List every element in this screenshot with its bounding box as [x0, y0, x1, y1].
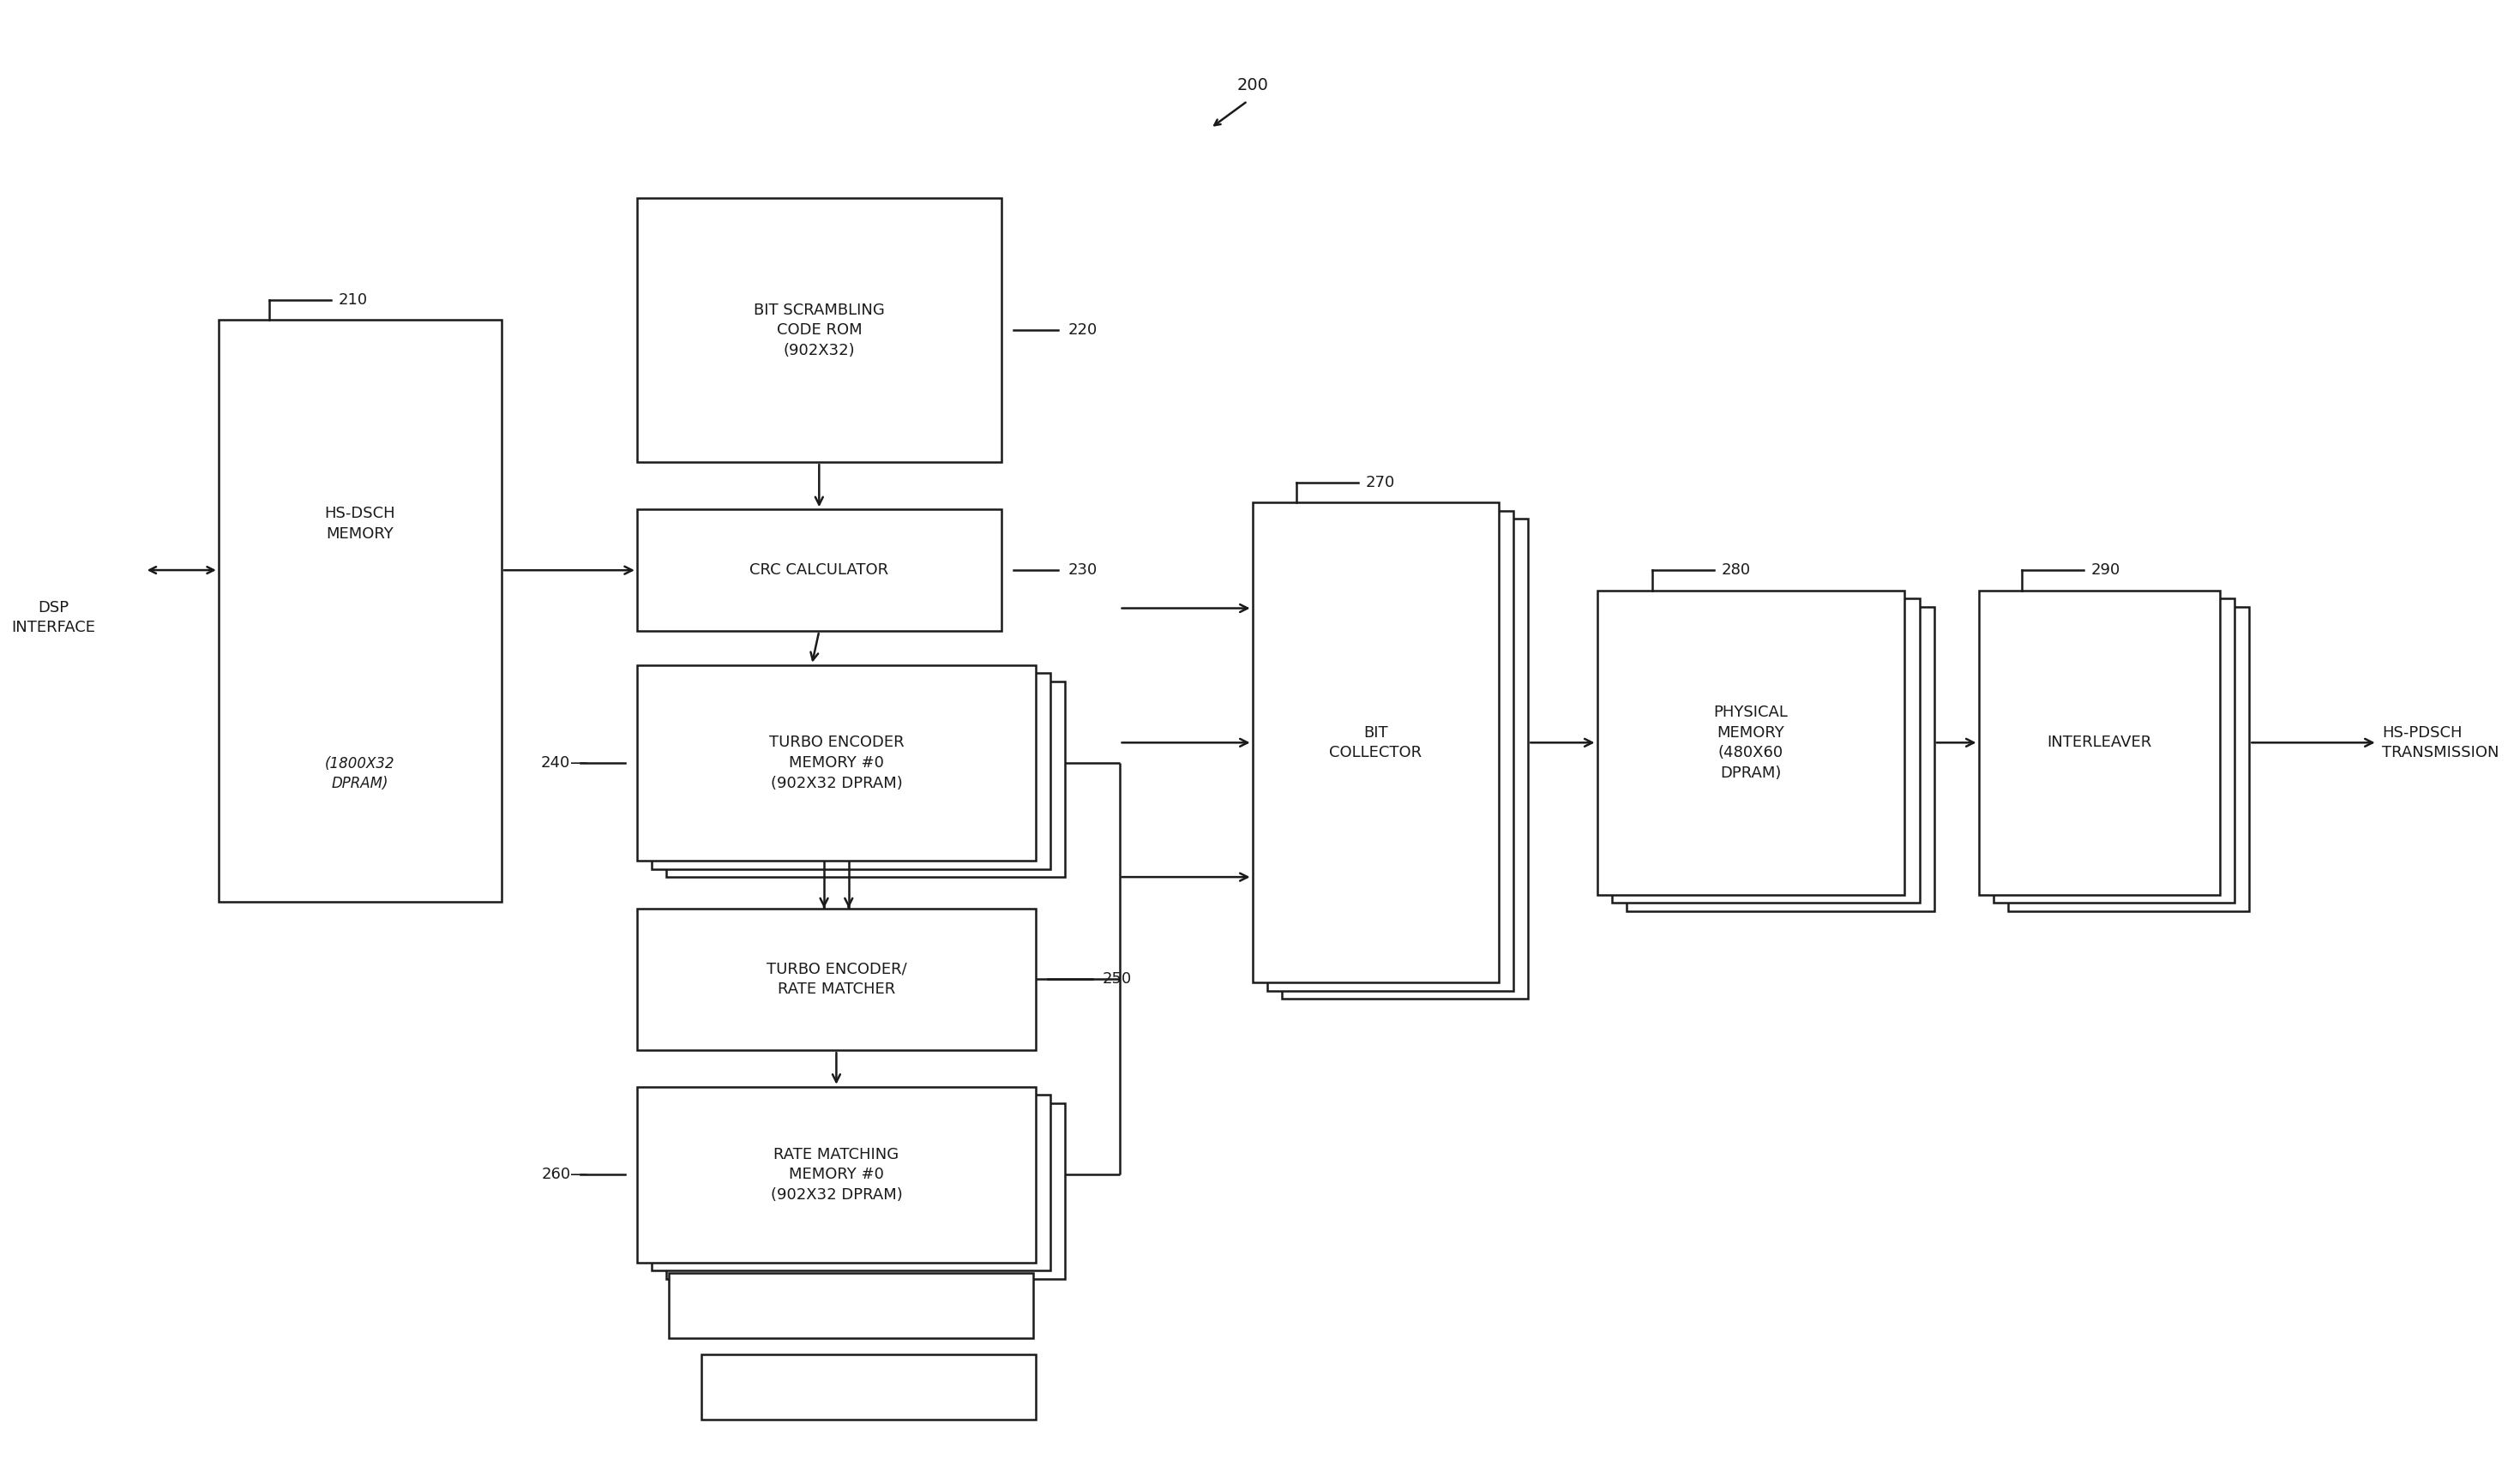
Text: 260: 260 — [542, 1168, 570, 1182]
Bar — [1283, 519, 1527, 999]
Bar — [1613, 599, 1920, 902]
Text: (1800X32
DPRAM): (1800X32 DPRAM) — [325, 756, 396, 791]
Bar — [1268, 511, 1515, 990]
Bar — [668, 1273, 1033, 1338]
Bar — [638, 1087, 1036, 1263]
Text: 250: 250 — [1101, 971, 1131, 987]
Bar — [653, 1094, 1051, 1270]
Bar — [1252, 502, 1499, 983]
Text: (Parity 2): (Parity 2) — [837, 1379, 902, 1395]
Bar — [638, 908, 1036, 1050]
Text: TURBO ENCODER/
RATE MATCHER: TURBO ENCODER/ RATE MATCHER — [766, 961, 907, 998]
Bar — [638, 665, 1036, 861]
Bar — [1993, 599, 2235, 902]
Text: HS-DSCH
MEMORY: HS-DSCH MEMORY — [325, 505, 396, 542]
Text: 240: 240 — [542, 754, 570, 771]
Text: 210: 210 — [338, 292, 368, 308]
Text: BIT SCRAMBLING
CODE ROM
(902X32): BIT SCRAMBLING CODE ROM (902X32) — [753, 302, 885, 359]
Bar — [638, 198, 1000, 461]
Text: INTERLEAVER: INTERLEAVER — [2046, 735, 2152, 750]
Text: 200: 200 — [1237, 76, 1268, 94]
Text: PHYSICAL
MEMORY
(480X60
DPRAM): PHYSICAL MEMORY (480X60 DPRAM) — [1714, 705, 1789, 781]
Bar — [701, 1355, 1036, 1420]
Text: RATE MATCHING
MEMORY #0
(902X32 DPRAM): RATE MATCHING MEMORY #0 (902X32 DPRAM) — [771, 1147, 902, 1203]
Bar — [1598, 590, 1905, 895]
Text: 270: 270 — [1366, 475, 1396, 491]
Text: 220: 220 — [1068, 322, 1096, 338]
Text: —: — — [570, 1166, 587, 1184]
Text: TURBO ENCODER
MEMORY #0
(902X32 DPRAM): TURBO ENCODER MEMORY #0 (902X32 DPRAM) — [769, 735, 905, 791]
Bar — [219, 321, 501, 901]
Text: BIT
COLLECTOR: BIT COLLECTOR — [1328, 725, 1421, 760]
Text: 280: 280 — [1721, 563, 1751, 579]
Text: HS-PDSCH
TRANSMISSION: HS-PDSCH TRANSMISSION — [2381, 725, 2500, 760]
Text: (Parity 1): (Parity 1) — [819, 1298, 885, 1314]
Text: 230: 230 — [1068, 563, 1096, 579]
Bar — [1978, 590, 2220, 895]
Text: —: — — [570, 754, 587, 772]
Text: 290: 290 — [2092, 563, 2119, 579]
Bar — [653, 672, 1051, 869]
Bar — [665, 681, 1066, 878]
Text: DSP
INTERFACE: DSP INTERFACE — [13, 599, 96, 636]
Bar — [638, 510, 1000, 631]
Bar — [665, 1103, 1066, 1279]
Bar — [2008, 607, 2250, 911]
Text: CRC CALCULATOR: CRC CALCULATOR — [748, 563, 890, 579]
Bar — [1625, 607, 1935, 911]
